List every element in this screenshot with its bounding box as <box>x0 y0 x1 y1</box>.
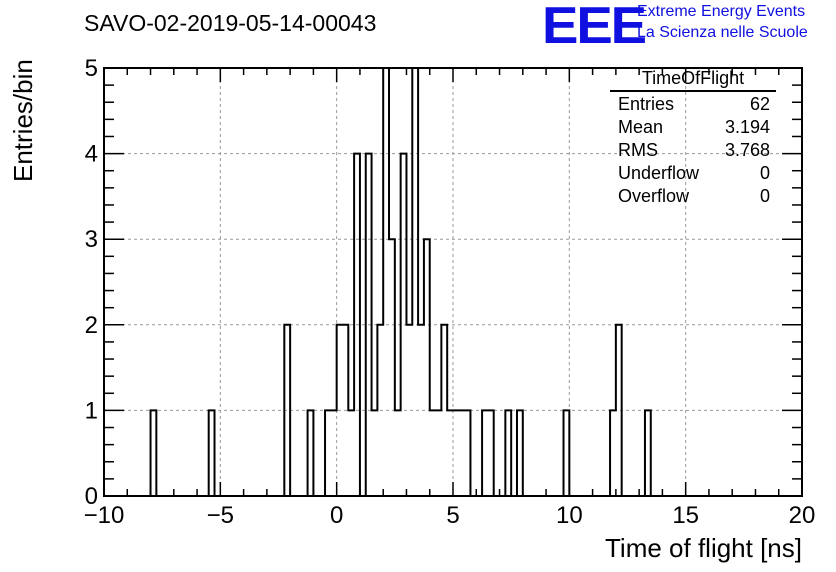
stats-row-mean: Mean 3.194 <box>610 116 776 139</box>
histogram-bin <box>436 410 442 496</box>
histogram-bin <box>645 410 651 496</box>
logo-line-1: Extreme Energy Events <box>637 3 806 20</box>
x-tick-label: 15 <box>672 502 699 529</box>
histogram-bin <box>505 410 511 496</box>
histogram-bin <box>430 410 436 496</box>
stats-label: Underflow <box>618 163 700 183</box>
stats-value: 3.768 <box>724 140 770 160</box>
histogram-bin <box>337 325 343 496</box>
x-axis-label: Time of flight [ns] <box>605 533 802 563</box>
histogram-bin <box>465 410 471 496</box>
histogram-bin <box>354 154 360 496</box>
stats-row-entries: Entries 62 <box>610 93 776 116</box>
stats-value: 62 <box>749 94 770 114</box>
histogram-bin <box>564 410 570 496</box>
histogram-bin <box>395 410 401 496</box>
x-tick-label: −10 <box>84 502 125 529</box>
y-tick-label: 0 <box>85 483 98 510</box>
y-tick-label: 5 <box>85 55 98 82</box>
y-axis-label: Entries/bin <box>8 59 38 182</box>
x-tick-label: 20 <box>789 502 816 529</box>
y-tick-label: 3 <box>85 226 98 253</box>
stats-value: 0 <box>759 163 770 183</box>
chart-title: SAVO-02-2019-05-14-00043 <box>84 10 377 36</box>
logo-line-2: La Scienza nelle Scuole <box>637 24 808 41</box>
histogram-bin <box>406 325 412 496</box>
histogram-bin <box>331 410 337 496</box>
histogram-bin <box>389 239 395 496</box>
histogram-bin <box>447 410 453 496</box>
stats-row-overflow: Overflow 0 <box>610 185 776 208</box>
stats-label: Overflow <box>618 186 690 206</box>
histogram-bin <box>482 410 488 496</box>
y-tick-label: 2 <box>85 312 98 339</box>
histogram-bin <box>366 154 372 496</box>
histogram-bin <box>459 410 465 496</box>
stats-row-underflow: Underflow 0 <box>610 162 776 185</box>
histogram-bin <box>441 325 447 496</box>
histogram-bin <box>418 325 424 496</box>
stats-value: 0 <box>759 186 770 206</box>
histogram-bin <box>151 410 157 496</box>
axes <box>103 67 803 497</box>
histogram-bin <box>610 410 616 496</box>
stats-title: TimeOfFlight <box>610 68 776 92</box>
tick-labels: −10 −5 0 5 10 15 20 0 1 2 3 4 5 <box>84 55 816 529</box>
histogram-bin <box>348 410 354 496</box>
eee-logo: EEE <box>542 0 647 55</box>
stats-label: Entries <box>618 94 675 114</box>
stats-label: Mean <box>618 117 664 137</box>
histogram-bin <box>284 325 290 496</box>
histogram-bin <box>308 410 314 496</box>
histogram-bin <box>424 239 430 496</box>
stats-label: RMS <box>618 140 658 160</box>
histogram-bin <box>412 68 418 496</box>
x-tick-label: −5 <box>207 502 234 529</box>
histogram-bin <box>401 154 407 496</box>
stats-box: TimeOfFlight Entries 62 Mean 3.194 RMS 3… <box>610 68 776 208</box>
histogram-bin <box>517 410 523 496</box>
histogram-bin <box>453 410 459 496</box>
histogram-bin <box>377 325 383 496</box>
histogram-bin <box>616 325 622 496</box>
histogram-bin <box>342 325 348 496</box>
y-tick-label: 1 <box>85 397 98 424</box>
x-tick-label: 0 <box>330 502 343 529</box>
y-tick-label: 4 <box>85 141 98 168</box>
x-tick-label: 10 <box>556 502 583 529</box>
histogram-bin <box>488 410 494 496</box>
histogram-bin <box>383 68 389 496</box>
x-tick-label: 5 <box>446 502 459 529</box>
stats-value: 3.194 <box>724 117 770 137</box>
histogram-bin <box>372 410 378 496</box>
histogram-bin <box>325 410 331 496</box>
stats-row-rms: RMS 3.768 <box>610 139 776 162</box>
histogram-bin <box>209 410 215 496</box>
